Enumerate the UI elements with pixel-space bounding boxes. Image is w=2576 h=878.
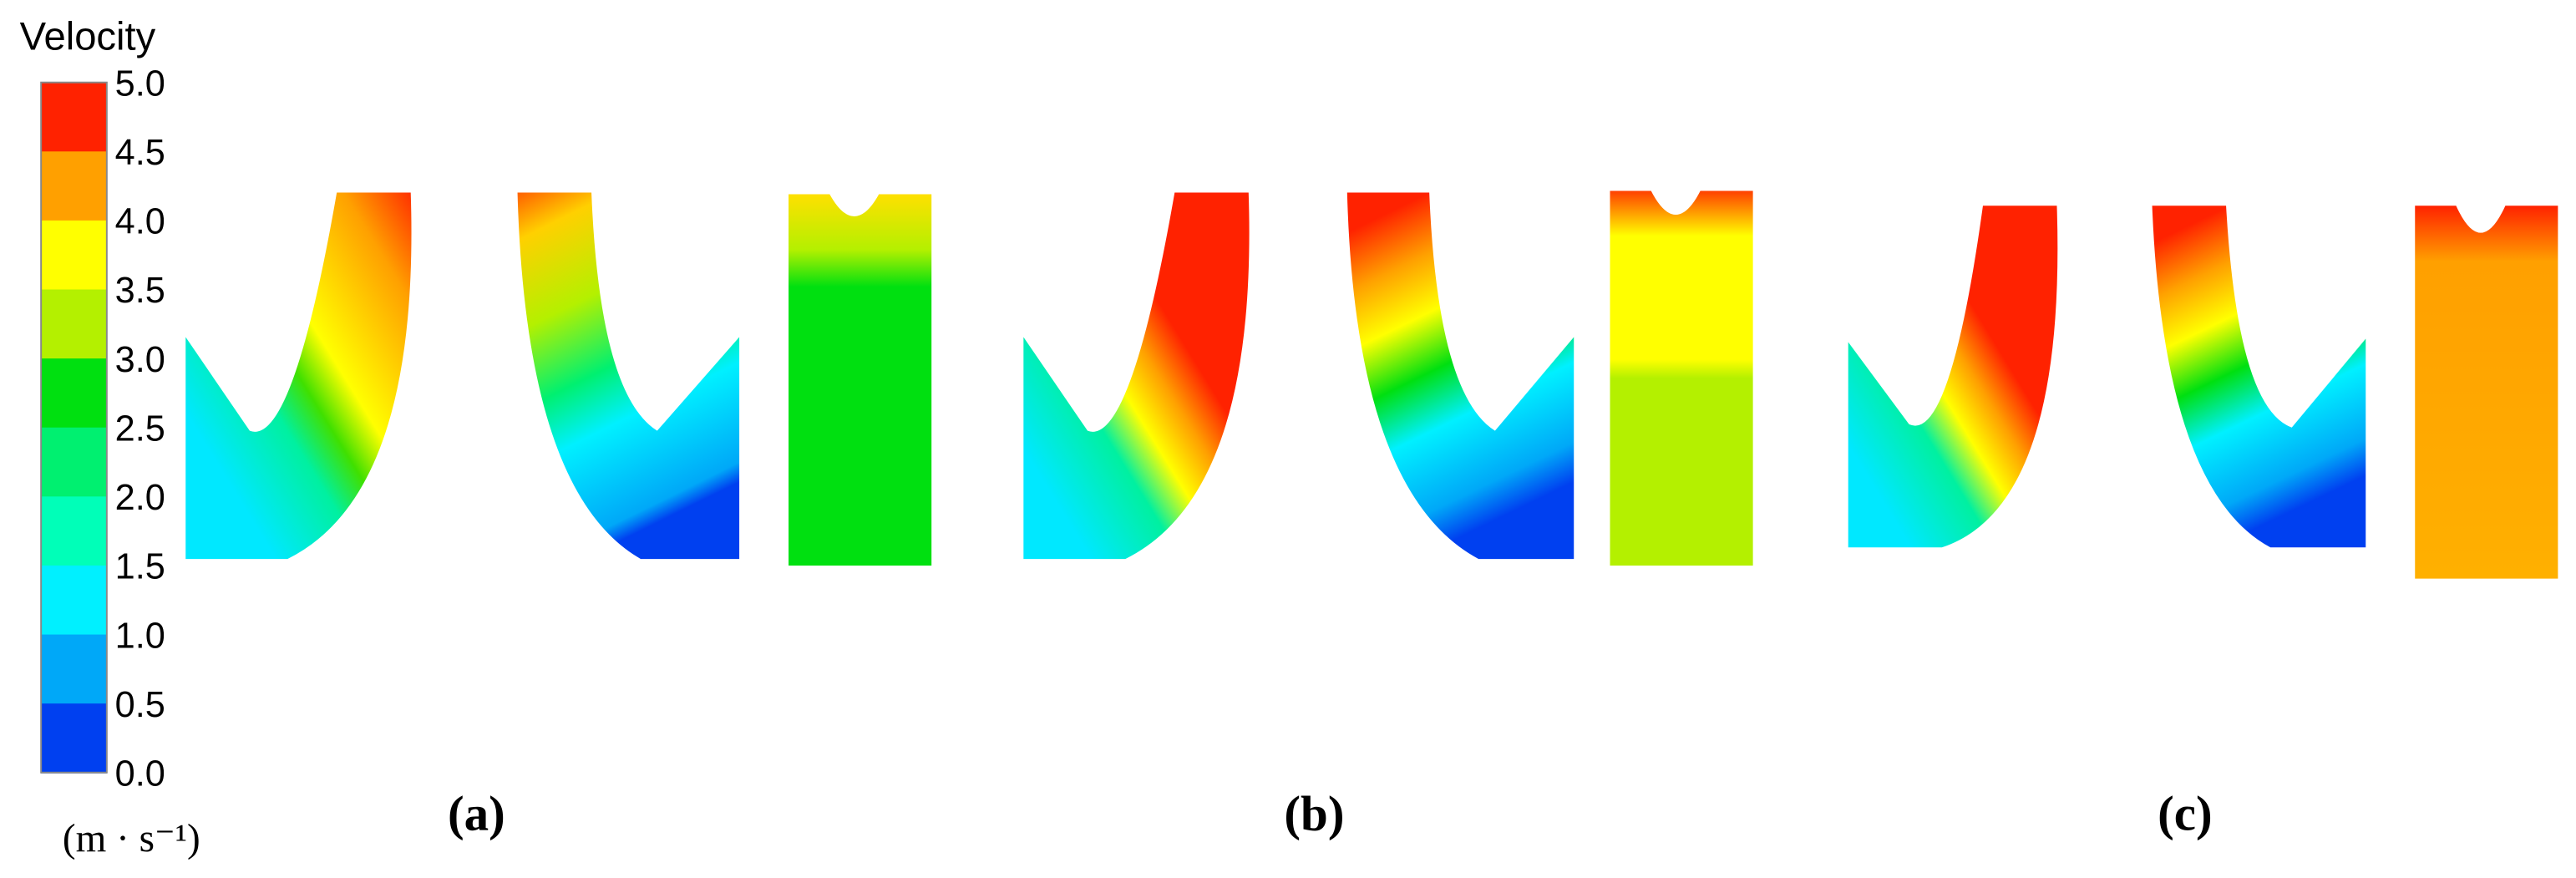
- contour: [2152, 206, 2366, 548]
- contour: [1848, 206, 2058, 548]
- contour: [2415, 206, 2558, 579]
- legend-band: [41, 82, 107, 153]
- contour: [1610, 190, 1753, 566]
- legend-band: [41, 703, 107, 774]
- legend-tick-label: 4.5: [115, 133, 165, 173]
- panel-a: [185, 192, 932, 566]
- legend-tick-label: 3.0: [115, 340, 165, 380]
- legend-border: [40, 81, 108, 774]
- panel-b: [1023, 190, 1753, 566]
- panel-c: [1848, 206, 2558, 579]
- legend-tick-label: 0.0: [115, 754, 165, 794]
- legend-band: [41, 289, 107, 360]
- legend-band: [41, 427, 107, 498]
- legend-tick-label: 4.0: [115, 202, 165, 242]
- legend-band: [41, 565, 107, 636]
- contour: [1023, 192, 1250, 560]
- legend-tick-label: 1.5: [115, 547, 165, 587]
- legend-tick-label: 2.5: [115, 409, 165, 449]
- legend-tick-label: 5.0: [115, 63, 165, 104]
- contour: [185, 192, 412, 560]
- panel-label: (b): [1284, 786, 1344, 841]
- contour: [789, 194, 932, 566]
- legend-tick-label: 2.0: [115, 478, 165, 518]
- legend-band: [41, 634, 107, 705]
- contour: [517, 192, 740, 560]
- legend-band: [41, 151, 107, 221]
- legend-unit: (m · s⁻¹): [63, 817, 200, 860]
- legend-title: Velocity: [20, 14, 156, 58]
- legend-tick-label: 0.5: [115, 685, 165, 725]
- legend-band: [41, 496, 107, 566]
- legend-tick-label: 3.5: [115, 271, 165, 311]
- legend-band: [41, 358, 107, 429]
- contour: [1346, 192, 1575, 560]
- panel-labels: (a) (b) (c): [448, 786, 2213, 841]
- legend-tick-label: 1.0: [115, 616, 165, 656]
- panel-label: (a): [448, 786, 505, 841]
- legend-bar: 5.0 4.5 4.0 3.5 3.0 2.5 2.0 1.5 1.0 0.5 0.0: [40, 63, 165, 794]
- panel-label: (c): [2158, 786, 2212, 841]
- legend-band: [41, 220, 107, 291]
